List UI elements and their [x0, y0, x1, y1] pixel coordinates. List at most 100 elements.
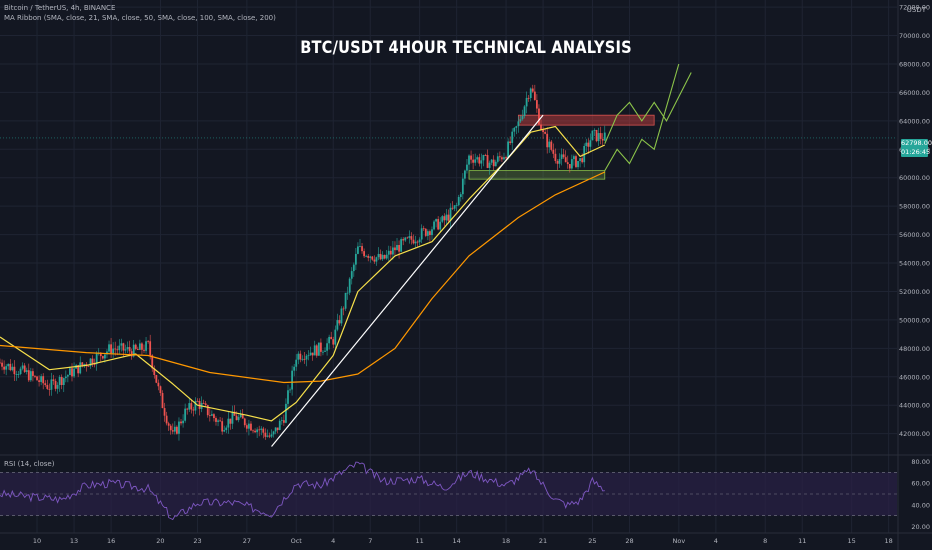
- candle-body: [367, 255, 370, 258]
- candle-body: [134, 344, 137, 349]
- x-tick-label: 11: [416, 537, 424, 545]
- candle-body: [289, 389, 291, 391]
- candle-body: [474, 159, 477, 163]
- candle-body: [124, 349, 127, 351]
- candle-body: [198, 400, 201, 409]
- candle-body: [311, 352, 314, 356]
- candle-body: [186, 408, 189, 410]
- candle-body: [241, 414, 244, 419]
- candle-body: [206, 405, 209, 416]
- candle-body: [556, 161, 559, 164]
- candle-body: [21, 365, 24, 369]
- candle-body: [138, 343, 141, 350]
- candle-body: [492, 159, 495, 167]
- candle-body: [202, 402, 205, 404]
- candle-body: [280, 420, 283, 422]
- candle-body: [87, 366, 90, 367]
- candle-body: [7, 363, 10, 367]
- candle-body: [309, 352, 312, 356]
- candle-body: [338, 320, 341, 324]
- candle-body: [540, 124, 542, 130]
- candle-body: [579, 158, 581, 162]
- candle-body: [601, 138, 604, 141]
- candle-body: [291, 370, 294, 390]
- x-tick-label: 28: [625, 537, 633, 545]
- candle-body: [433, 221, 435, 230]
- candle-body: [99, 352, 102, 357]
- ma-ribbon-legend[interactable]: MA Ribbon (SMA, close, 21, SMA, close, 5…: [4, 14, 276, 22]
- candle-body: [163, 408, 166, 416]
- candle-body: [354, 253, 357, 265]
- candle-body: [398, 245, 400, 252]
- candle-body: [375, 257, 378, 262]
- candle-body: [15, 374, 18, 375]
- candle-body: [176, 426, 178, 434]
- candle-body: [217, 420, 219, 422]
- candle-body: [554, 153, 557, 162]
- candle-body: [577, 161, 579, 168]
- candle-body: [523, 106, 526, 117]
- candle-body: [373, 259, 376, 262]
- candle-body: [326, 343, 328, 351]
- candle-body: [385, 254, 388, 259]
- currency-label[interactable]: USDT: [906, 6, 926, 14]
- candle-body: [143, 349, 145, 351]
- last-price-tag: 62798.00 01:26:45: [901, 139, 932, 157]
- x-tick-label: 13: [70, 537, 78, 545]
- candle-body: [389, 250, 392, 255]
- candle-body: [237, 417, 240, 421]
- candle-body: [147, 341, 150, 343]
- candle-body: [93, 364, 96, 365]
- candle-body: [342, 308, 345, 310]
- candle-body: [447, 214, 450, 221]
- x-tick-label: 4: [714, 537, 718, 545]
- y-tick-label: 44000.00: [899, 402, 930, 410]
- candle-body: [359, 246, 361, 247]
- candle-body: [441, 216, 444, 222]
- candle-body: [599, 133, 602, 139]
- candle-body: [295, 359, 298, 367]
- candle-body: [371, 256, 374, 260]
- symbol-legend[interactable]: Bitcoin / TetherUS, 4h, BINANCE: [4, 4, 116, 12]
- candle-body: [394, 247, 396, 251]
- candle-body: [365, 255, 368, 257]
- last-price-value: 62798.00: [901, 139, 932, 147]
- rsi-tick-label: 20.00: [911, 523, 930, 531]
- trend-drawings: [271, 63, 692, 447]
- rsi-legend[interactable]: RSI (14, close): [4, 460, 55, 468]
- candle-body: [276, 427, 279, 431]
- candle-body: [77, 365, 80, 374]
- candle-body: [182, 420, 184, 424]
- candle-body: [348, 278, 351, 293]
- candle-body: [62, 378, 65, 386]
- candle-body: [25, 370, 28, 372]
- candle-body: [231, 411, 234, 424]
- candle-body: [589, 140, 592, 147]
- rsi-band: [0, 472, 897, 516]
- candle-body: [239, 414, 242, 418]
- candle-body: [157, 382, 160, 387]
- candle-body: [245, 425, 248, 429]
- candle-body: [223, 430, 226, 432]
- candle-body: [538, 108, 540, 125]
- candle-body: [463, 170, 466, 179]
- candle-body: [445, 214, 448, 221]
- candle-body: [573, 156, 575, 160]
- candle-body: [173, 426, 176, 432]
- candle-body: [27, 370, 30, 381]
- candle-body: [379, 253, 382, 260]
- y-tick-label: 50000.00: [899, 316, 930, 324]
- candle-body: [313, 345, 316, 356]
- candle-body: [167, 423, 170, 426]
- candle-body: [32, 371, 34, 376]
- candle-body: [270, 434, 273, 437]
- moving-average-line: [0, 171, 606, 384]
- candle-body: [293, 366, 296, 371]
- candle-body: [278, 420, 281, 431]
- x-tick-label: 18: [502, 537, 510, 545]
- candle-body: [418, 239, 421, 243]
- candle-body: [235, 415, 238, 421]
- candle-body: [560, 154, 563, 160]
- rsi-tick-label: 60.00: [911, 480, 930, 488]
